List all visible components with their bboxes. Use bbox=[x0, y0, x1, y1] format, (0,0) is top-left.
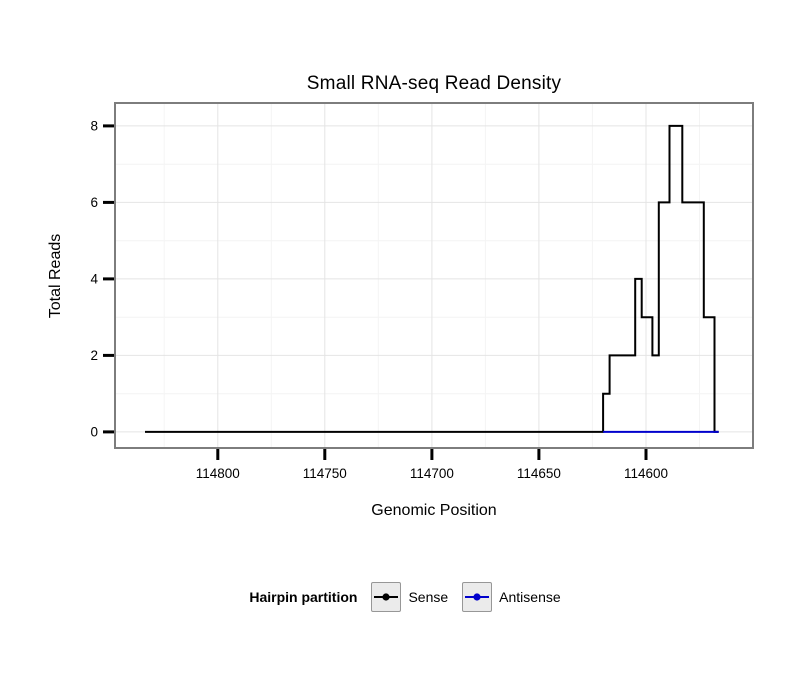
chart-title: Small RNA-seq Read Density bbox=[306, 73, 562, 94]
sense-line-point-icon bbox=[374, 593, 399, 601]
x-tick-label: 114750 bbox=[303, 466, 347, 481]
y-tick-label: 2 bbox=[90, 348, 98, 363]
legend-item-sense: Sense bbox=[371, 582, 448, 612]
x-tick-label: 114800 bbox=[196, 466, 240, 481]
legend-label-antisense: Antisense bbox=[499, 589, 561, 605]
legend-key-sense bbox=[371, 582, 402, 612]
legend-item-antisense: Antisense bbox=[462, 582, 561, 612]
x-tick-label: 114600 bbox=[624, 466, 668, 481]
y-tick-label: 8 bbox=[90, 118, 98, 133]
panel-border bbox=[114, 102, 754, 449]
legend-title: Hairpin partition bbox=[249, 589, 358, 605]
legend: Hairpin partition Sense Antisense bbox=[0, 580, 810, 614]
legend-key-antisense bbox=[462, 582, 493, 612]
y-tick-label: 6 bbox=[90, 195, 98, 210]
plot-panel bbox=[115, 103, 753, 448]
plot-area: 114800 114750 114700 114650 114600 0 2 4 6 8 bbox=[90, 102, 754, 481]
x-tick-label: 114650 bbox=[517, 466, 561, 481]
legend-label-sense: Sense bbox=[408, 589, 449, 605]
y-tick-label: 0 bbox=[90, 424, 98, 439]
x-axis-label: Genomic Position bbox=[371, 502, 497, 519]
antisense-line-point-icon bbox=[465, 593, 490, 601]
series-line-sense bbox=[145, 124, 719, 433]
x-tick-label: 114700 bbox=[410, 466, 454, 481]
y-tick-label: 4 bbox=[90, 271, 98, 286]
